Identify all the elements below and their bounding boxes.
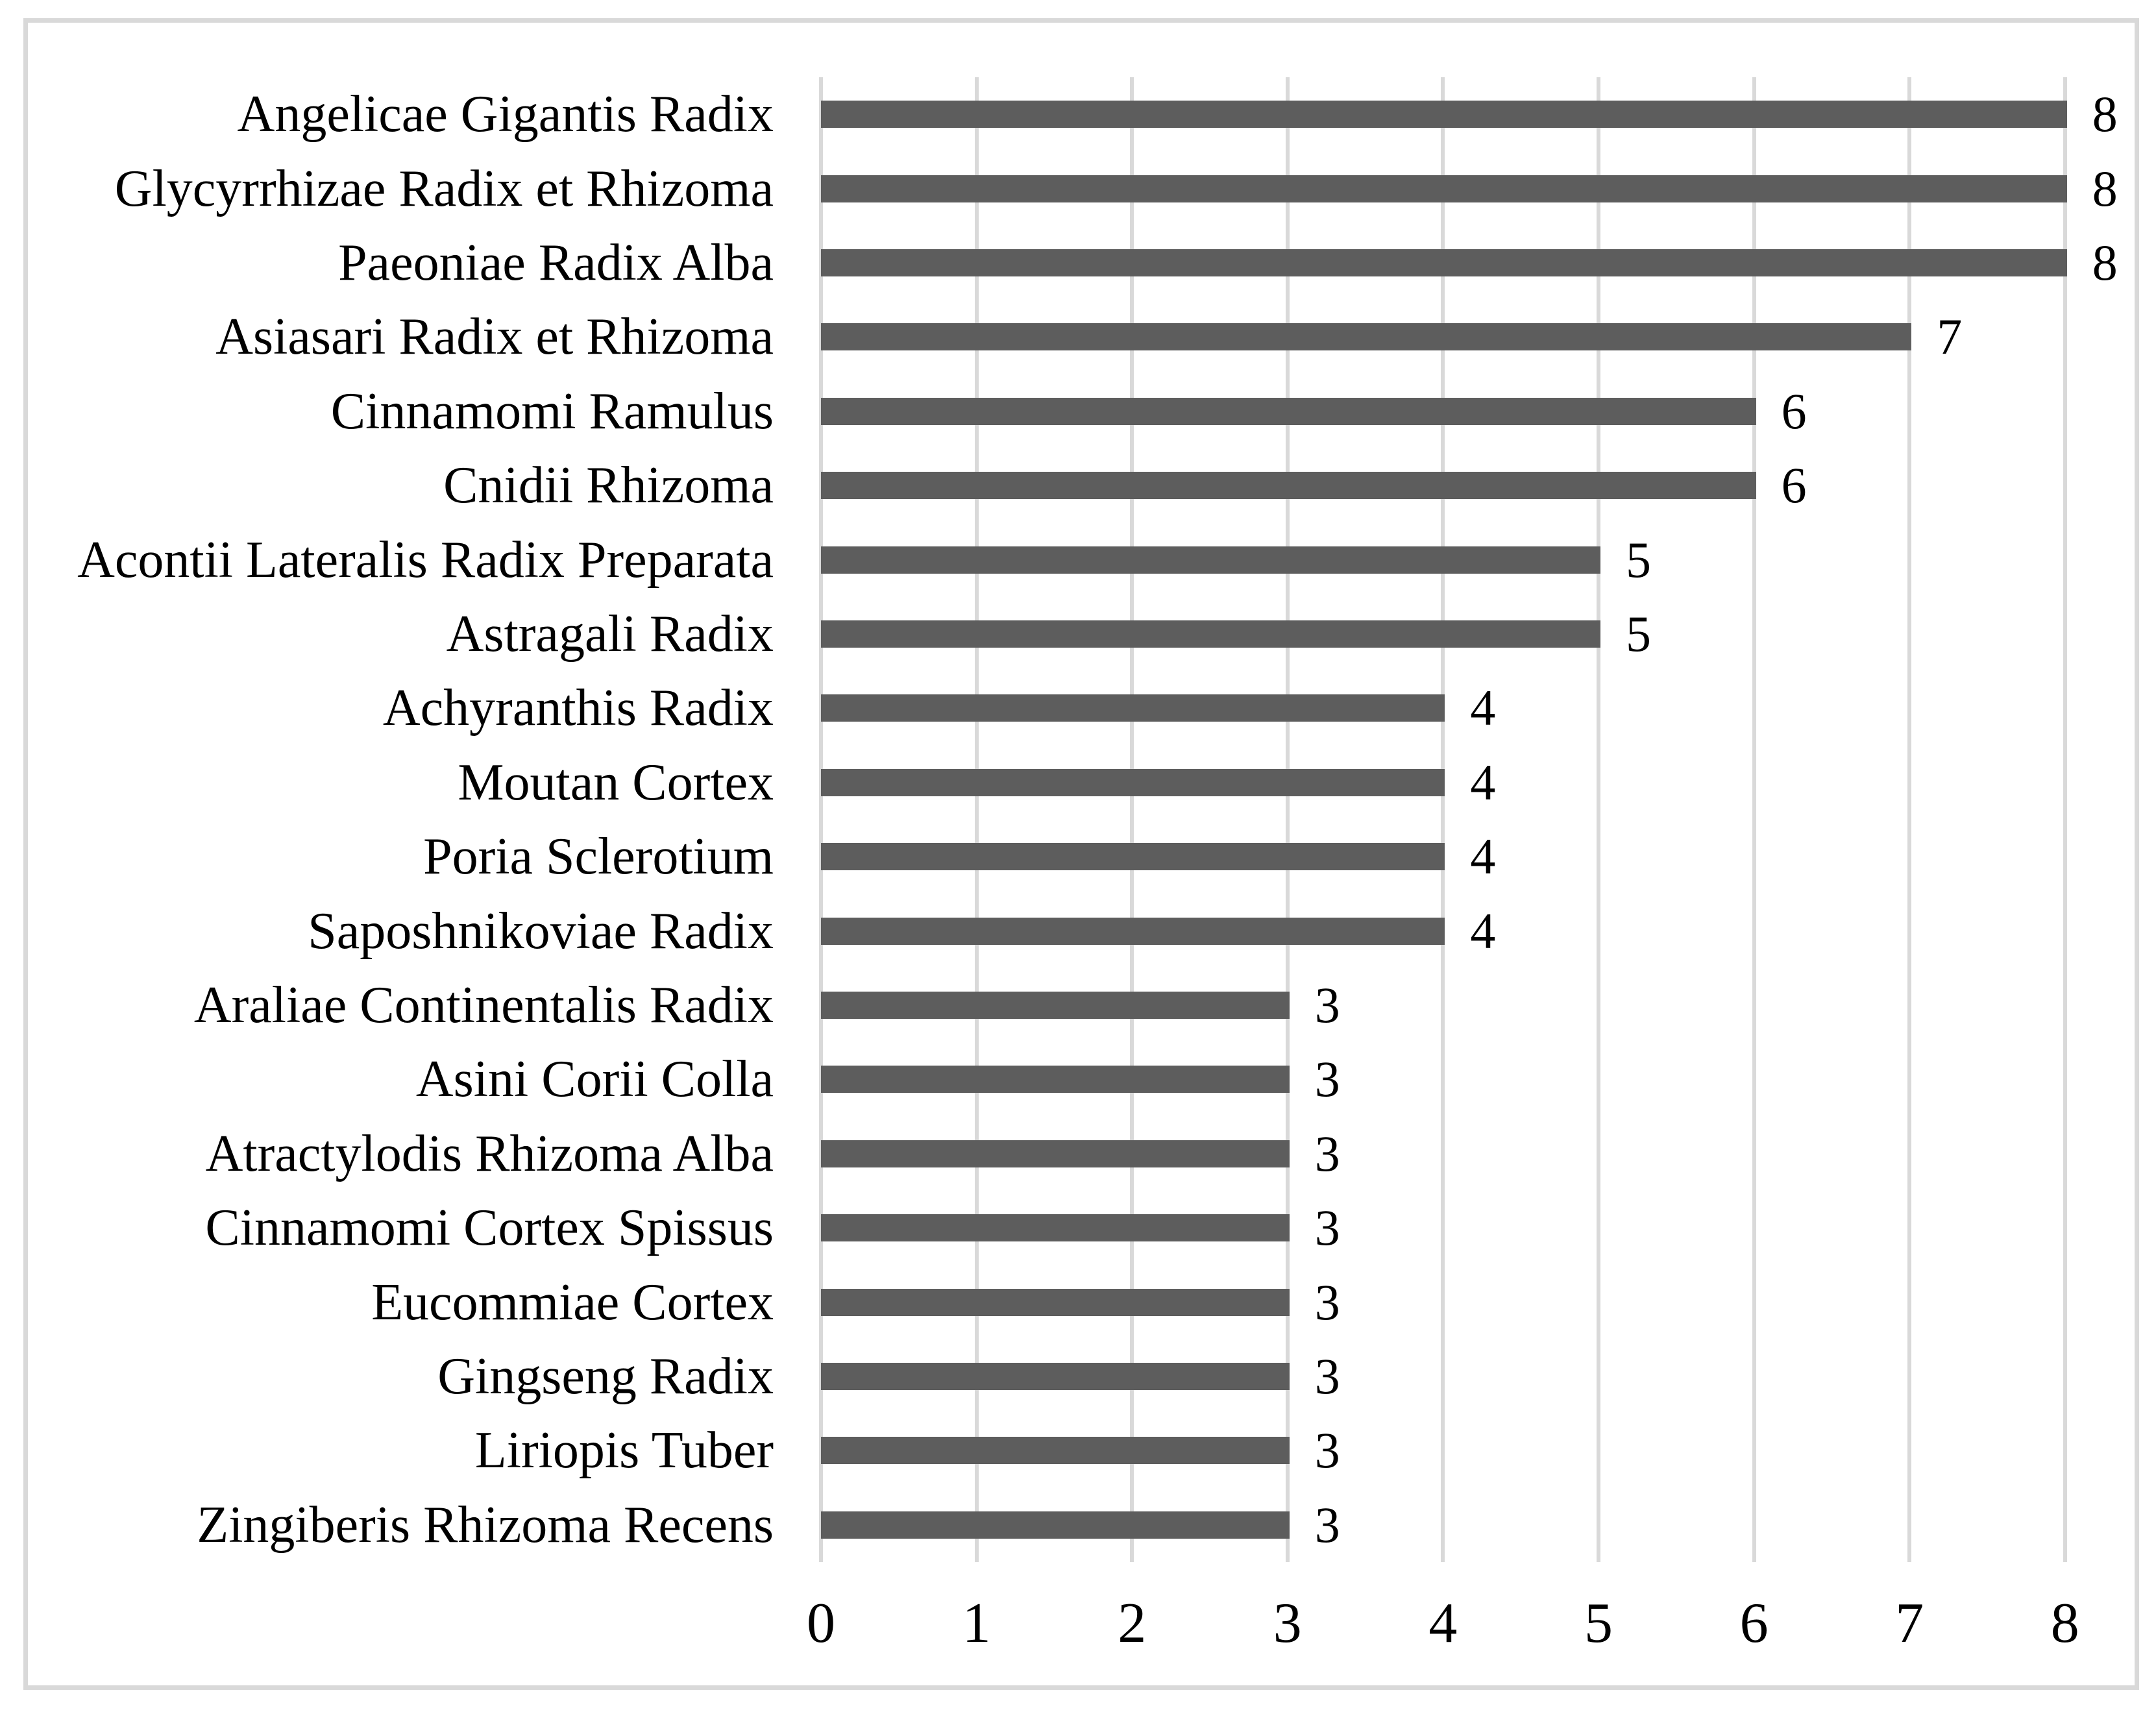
bar <box>821 1066 1290 1093</box>
category-label: Araliae Continentalis Radix <box>193 977 774 1034</box>
category-label: Angelicae Gigantis Radix <box>237 86 774 143</box>
bar <box>821 323 1912 351</box>
value-label: 3 <box>1314 1051 1340 1108</box>
value-label: 6 <box>1781 382 1807 439</box>
category-label: Asini Corii Colla <box>415 1051 774 1108</box>
x-tick-label: 4 <box>1428 1592 1458 1655</box>
x-tick-label: 8 <box>2050 1592 2079 1655</box>
category-label: Cnidii Rhizoma <box>443 457 774 515</box>
value-label: 8 <box>2092 160 2118 217</box>
bar <box>821 101 2067 128</box>
bar <box>821 843 1445 871</box>
category-label: Poria Sclerotium <box>423 828 774 886</box>
value-label: 6 <box>1781 457 1807 514</box>
category-label: Astragali Radix <box>446 605 774 663</box>
category-label: Liriopis Tuber <box>474 1422 774 1480</box>
value-label: 4 <box>1470 828 1496 885</box>
bar <box>821 397 1756 425</box>
gridline <box>1752 77 1756 1562</box>
x-tick-label: 2 <box>1118 1592 1147 1655</box>
category-label: Zingiberis Rhizoma Recens <box>197 1496 774 1554</box>
category-label: Moutan Cortex <box>458 753 774 811</box>
value-label: 8 <box>2092 234 2118 291</box>
bar <box>821 1437 1290 1465</box>
category-label: Eucommiae Cortex <box>371 1273 774 1331</box>
gridline <box>1130 77 1134 1562</box>
x-tick-label: 7 <box>1895 1592 1924 1655</box>
category-label: Glycyrrhizae Radix et Rhizoma <box>114 160 774 217</box>
bar <box>821 620 1600 648</box>
bar <box>821 1288 1290 1316</box>
bar <box>821 768 1445 796</box>
gridline <box>1907 77 1912 1562</box>
category-label: Cinnamomi Ramulus <box>330 382 774 440</box>
gridline <box>1597 77 1600 1562</box>
category-label: Cinnamomi Cortex Spissus <box>205 1199 774 1257</box>
value-label: 3 <box>1314 1422 1340 1479</box>
value-label: 3 <box>1314 1496 1340 1553</box>
bar <box>821 472 1756 500</box>
category-label: Asiasari Radix et Rhizoma <box>215 308 774 366</box>
value-label: 3 <box>1314 977 1340 1033</box>
value-label: 3 <box>1314 1199 1340 1256</box>
gridline <box>2063 77 2067 1562</box>
bar <box>821 546 1600 574</box>
value-label: 3 <box>1314 1273 1340 1330</box>
x-tick-label: 6 <box>1739 1592 1769 1655</box>
category-label: Paeoniae Radix Alba <box>338 234 774 291</box>
x-tick-label: 3 <box>1273 1592 1302 1655</box>
bar <box>821 249 2067 276</box>
bar <box>821 917 1445 945</box>
x-tick-label: 5 <box>1584 1592 1613 1655</box>
value-label: 5 <box>1626 531 1651 588</box>
bar <box>821 1511 1290 1539</box>
bar <box>821 1363 1290 1390</box>
bar <box>821 1214 1290 1242</box>
bar <box>821 1140 1290 1167</box>
bar <box>821 992 1290 1019</box>
value-label: 4 <box>1470 753 1496 811</box>
bar <box>821 694 1445 722</box>
category-label: Acontii Lateralis Radix Preparata <box>77 531 774 589</box>
value-label: 4 <box>1470 902 1496 959</box>
category-label: Achyranthis Radix <box>382 679 774 737</box>
value-label: 4 <box>1470 679 1496 737</box>
value-label: 7 <box>1937 308 1963 365</box>
category-label: Saposhnikoviae Radix <box>308 902 774 960</box>
x-tick-label: 0 <box>807 1592 835 1655</box>
gridline <box>1441 77 1445 1562</box>
gridline <box>974 77 979 1562</box>
value-label: 8 <box>2092 86 2118 143</box>
bar <box>821 175 2067 202</box>
gridline <box>819 77 823 1562</box>
value-label: 3 <box>1314 1348 1340 1404</box>
value-label: 5 <box>1626 605 1651 662</box>
category-label: Atractylodis Rhizoma Alba <box>205 1125 774 1182</box>
category-label: Gingseng Radix <box>437 1348 774 1405</box>
x-tick-label: 1 <box>962 1592 991 1655</box>
value-label: 3 <box>1314 1125 1340 1182</box>
gridline <box>1285 77 1290 1562</box>
